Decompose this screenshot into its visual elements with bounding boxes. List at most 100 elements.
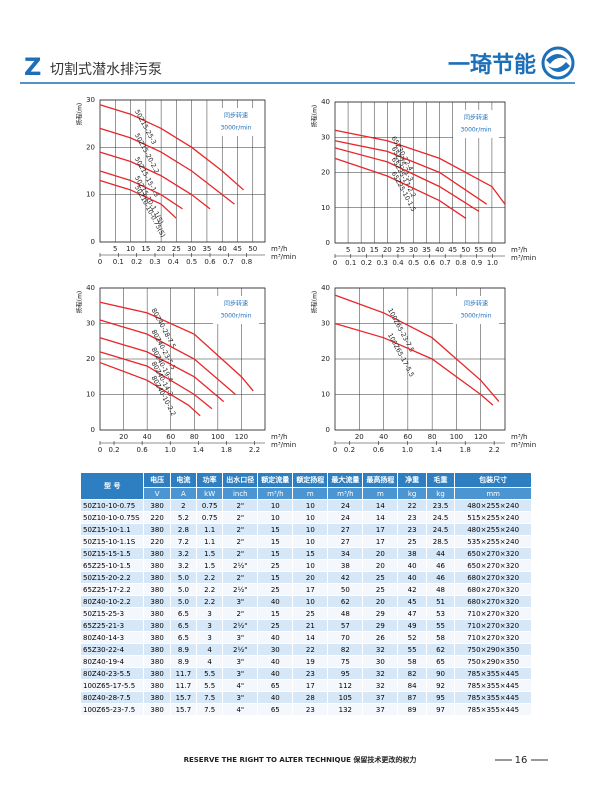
table-cell: 2" — [222, 571, 259, 584]
column-header: 额定流量 — [257, 472, 294, 488]
column-header: 型 号 — [79, 472, 145, 500]
speed-box — [453, 296, 499, 324]
table-cell: 750×290×350 — [454, 643, 532, 656]
y-tick-label: 40 — [321, 284, 330, 292]
table-cell: 7.2 — [169, 535, 198, 548]
table-cell: 380 — [143, 619, 171, 632]
table-cell: 0.75 — [196, 499, 224, 512]
pump-curve — [99, 351, 213, 410]
column-unit: A — [169, 487, 198, 500]
table-cell: 55 — [397, 643, 427, 656]
table-cell: 785×355×445 — [454, 679, 532, 692]
table-cell: 380 — [143, 655, 171, 668]
x2-tick-label: 2.2 — [489, 446, 500, 454]
series-letter: Z — [24, 53, 41, 81]
table-cell: 380 — [143, 691, 171, 704]
table-cell: 380 — [143, 679, 171, 692]
table-cell: 710×270×320 — [454, 619, 532, 632]
table-cell: 17 — [292, 583, 329, 596]
y-tick-label: 0 — [91, 426, 95, 434]
x2-tick-label: 0.5 — [408, 259, 419, 267]
x-tick-label: 50 — [248, 245, 257, 253]
table-cell: 32 — [362, 667, 399, 680]
table-cell: 50Z15-10-1.1S — [79, 535, 145, 548]
x2-tick-label: 1.0 — [402, 446, 413, 454]
table-row: 65Z25-10-1.5 380 3.2 1.5 2½" 25 10 38 20 40 46 650×… — [79, 559, 532, 572]
table-cell: 50Z15-15-1.5 — [79, 547, 145, 560]
table-cell: 37 — [362, 691, 399, 704]
table-row: 50Z15-20-2.2 380 5.0 2.2 2" 15 20 42 25 40 46 680×2… — [79, 571, 532, 584]
y-tick-label: 40 — [321, 98, 330, 106]
y-tick-label: 0 — [326, 426, 330, 434]
table-cell: 380 — [143, 631, 171, 644]
x-tick-label: 45 — [448, 246, 457, 254]
x-tick-label: 30 — [409, 246, 418, 254]
y-tick-label: 20 — [86, 143, 95, 151]
table-cell: 23 — [292, 667, 329, 680]
table-cell: 3" — [222, 667, 259, 680]
table-cell: 6.5 — [169, 607, 198, 620]
y-tick-label: 10 — [86, 391, 95, 399]
table-cell: 5.0 — [169, 595, 198, 608]
table-cell: 11.7 — [169, 679, 198, 692]
table-cell: 100Z65-17-5.5 — [79, 679, 145, 692]
pump-curve — [99, 170, 183, 210]
x-tick-label: 100 — [211, 433, 224, 441]
table-cell: 480×255×240 — [454, 523, 532, 536]
table-cell: 30 — [257, 643, 294, 656]
table-cell: 112 — [327, 679, 364, 692]
table-cell: 7.5 — [196, 691, 224, 704]
table-cell: 28.5 — [425, 535, 456, 548]
column-unit: m³/h — [257, 487, 294, 500]
table-cell: 380 — [143, 499, 171, 512]
pump-curve — [334, 140, 488, 205]
y-tick-label: 20 — [321, 355, 330, 363]
column-unit: mm — [454, 487, 532, 500]
x2-tick-label: 0 — [98, 446, 102, 454]
y-tick-label: 30 — [86, 96, 95, 104]
y-axis-label: 扬程(m) — [76, 291, 84, 314]
table-cell: 89 — [397, 703, 427, 716]
table-cell: 29 — [362, 619, 399, 632]
table-cell: 5.5 — [196, 667, 224, 680]
column-header: 毛重 — [425, 472, 456, 488]
table-cell: 750×290×350 — [454, 655, 532, 668]
table-cell: 3" — [222, 595, 259, 608]
x2-axis-label: m³/min — [271, 253, 296, 261]
table-cell: 220 — [143, 535, 171, 548]
table-cell: 50Z10-10-0.75 — [79, 499, 145, 512]
speed-label: 同步转速 — [464, 114, 488, 122]
table-cell: 8.9 — [169, 643, 198, 656]
pump-curve — [99, 151, 211, 210]
table-cell: 38 — [397, 547, 427, 560]
table-cell: 2" — [222, 607, 259, 620]
table-cell: 2" — [222, 523, 259, 536]
table-cell: 40 — [257, 631, 294, 644]
table-row: 50Z10-10-0.75S 220 5.2 0.75 2" 10 10 24 14 23 24.5… — [79, 511, 532, 524]
y-tick-label: 0 — [326, 239, 330, 247]
table-cell: 2.2 — [196, 583, 224, 596]
x2-axis-label: m³/min — [511, 441, 536, 449]
table-cell: 680×270×320 — [454, 595, 532, 608]
table-cell: 47 — [397, 607, 427, 620]
x2-tick-label: 0.1 — [113, 258, 124, 266]
speed-value: 3000r/min — [460, 313, 491, 320]
table-cell: 65Z30-22-4 — [79, 643, 145, 656]
table-cell: 25 — [257, 559, 294, 572]
x2-tick-label: 1.0 — [165, 446, 176, 454]
x-tick-label: 40 — [143, 433, 152, 441]
table-cell: 2" — [222, 547, 259, 560]
table-cell: 380 — [143, 547, 171, 560]
table-cell: 650×270×320 — [454, 559, 532, 572]
x2-tick-label: 0.6 — [204, 258, 216, 266]
table-cell: 80Z40-23-5.5 — [79, 667, 145, 680]
column-header: 出水口径 — [222, 472, 259, 488]
table-cell: 65Z25-21-3 — [79, 619, 145, 632]
speed-box — [213, 296, 259, 324]
table-cell: 80Z40-19-4 — [79, 655, 145, 668]
table-cell: 5.0 — [169, 571, 198, 584]
table-cell: 7.5 — [196, 703, 224, 716]
table-cell: 19 — [292, 655, 329, 668]
